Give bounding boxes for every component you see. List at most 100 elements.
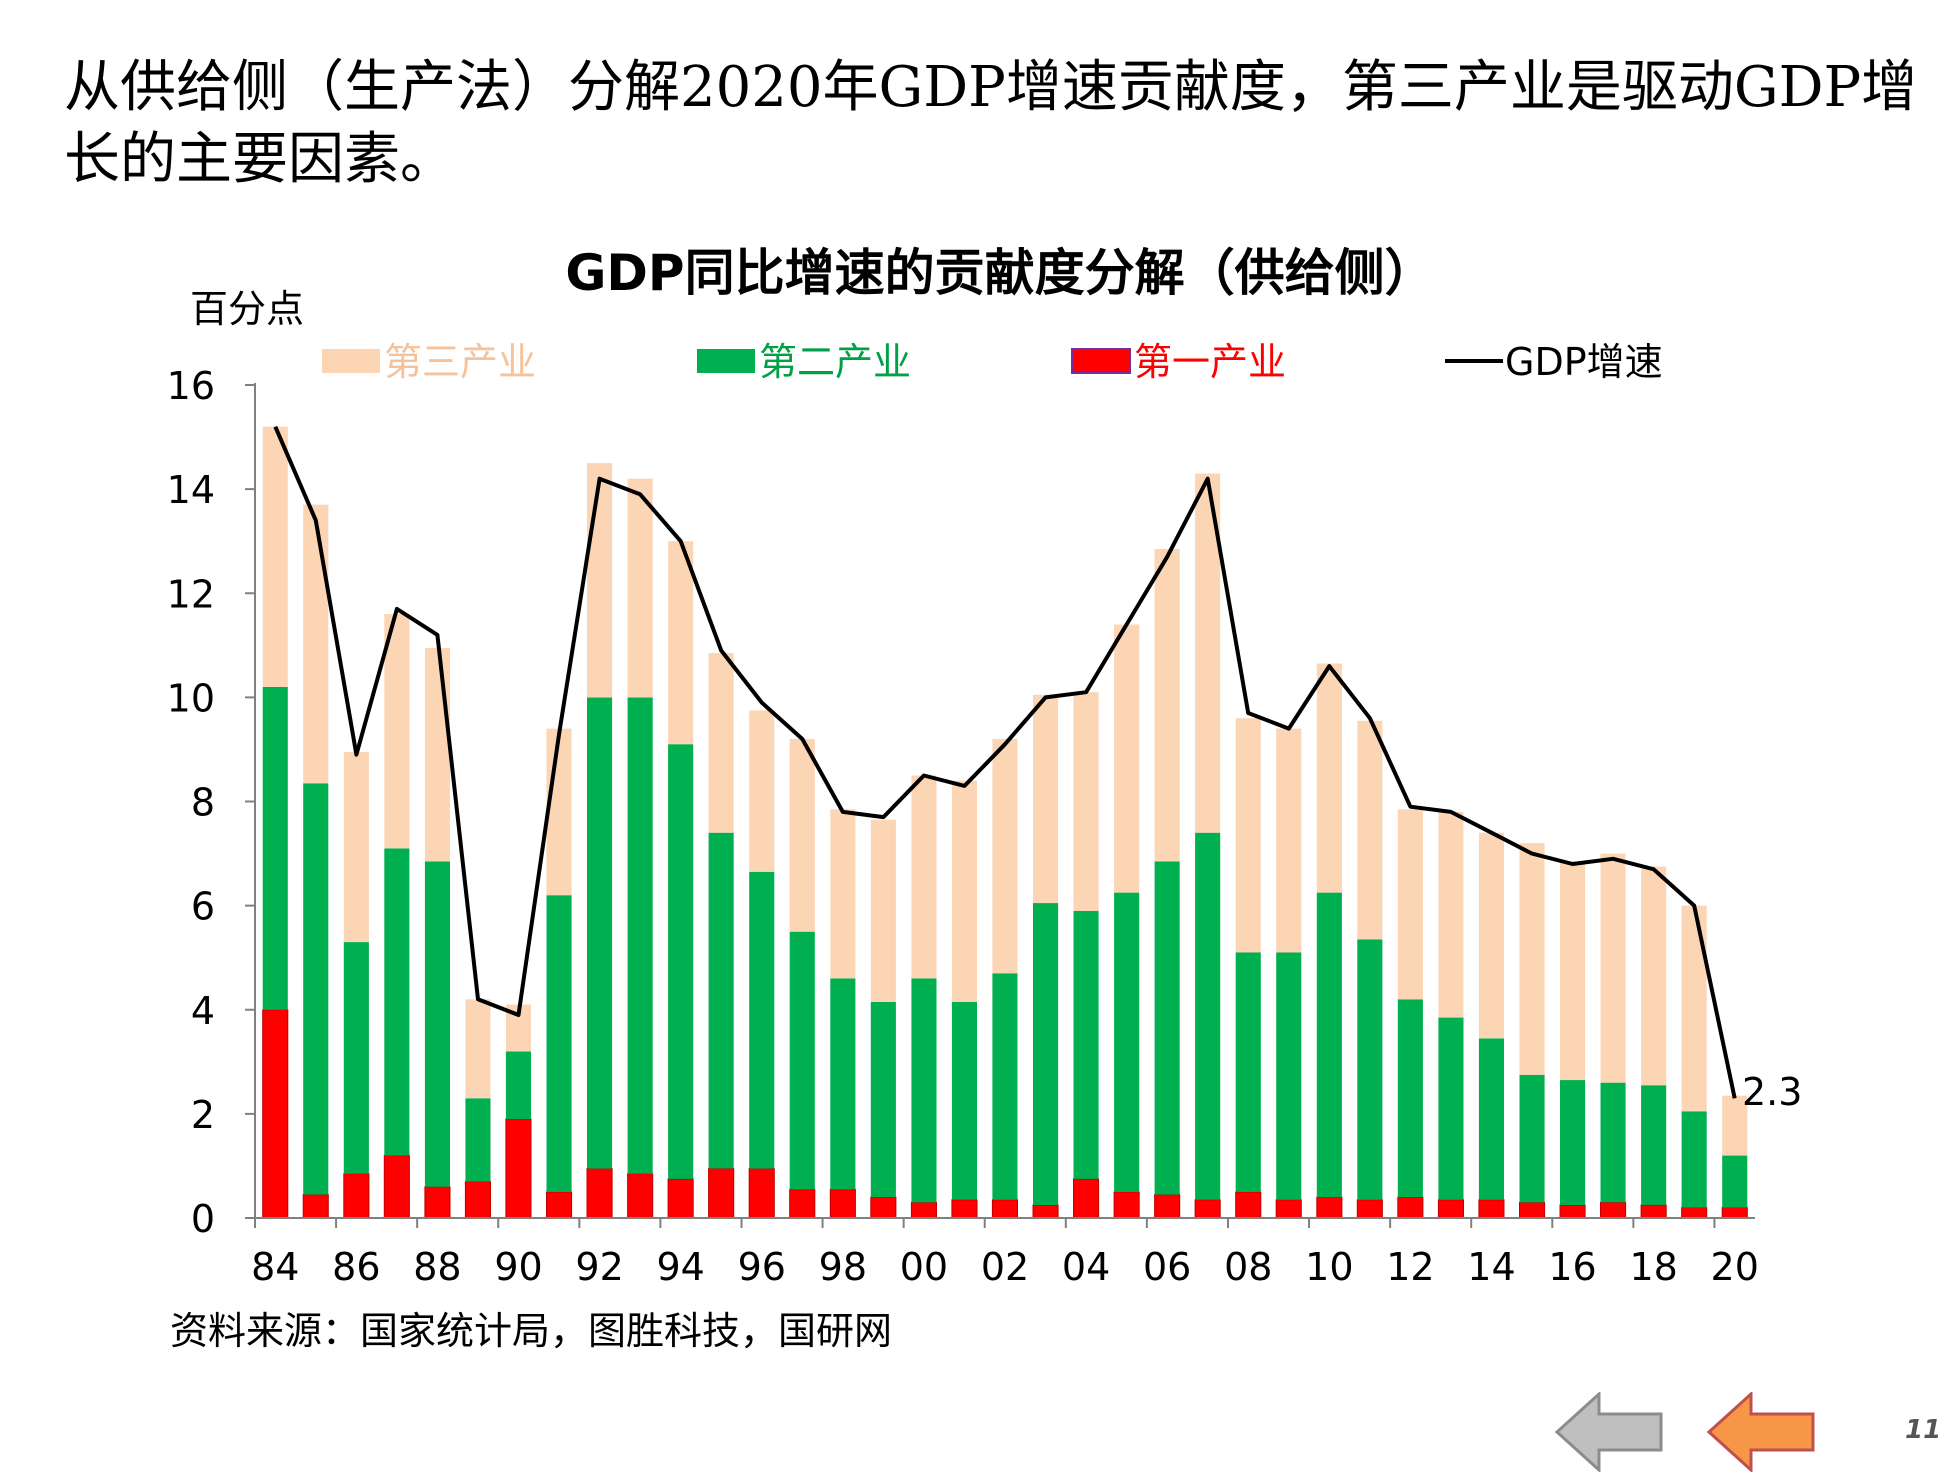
next-arrow-button[interactable] (1707, 1392, 1817, 1472)
y-tick-label: 6 (191, 885, 215, 929)
bar-segment (708, 1168, 735, 1219)
bar-segment (343, 752, 369, 942)
bar-segment (749, 871, 775, 1169)
x-tick-label: 02 (981, 1245, 1029, 1289)
bar-segment (1114, 624, 1140, 893)
back-arrow-button[interactable] (1555, 1392, 1665, 1472)
y-tick-label: 12 (167, 572, 215, 616)
bar-series-group (262, 426, 1748, 1219)
x-tick-label: 06 (1143, 1245, 1191, 1289)
bar-segment (1154, 1194, 1181, 1219)
left-arrow-icon (1707, 1392, 1815, 1472)
bar-segment (1559, 1204, 1586, 1219)
bar-segment (1316, 1196, 1343, 1219)
bar-segment (1519, 1201, 1546, 1219)
bar-segment (1033, 694, 1059, 904)
bar-segment (789, 1188, 816, 1219)
slide-headline: 从供给侧（生产法）分解2020年GDP增速贡献度，第三产业是驱动GDP增长的主要… (64, 55, 1918, 192)
bar-segment (1640, 1204, 1667, 1219)
x-tick-label: 96 (738, 1245, 786, 1289)
bar-segment (1276, 728, 1302, 953)
y-tick-label: 8 (191, 781, 215, 825)
gdp-contribution-chart: GDP同比增速的贡献度分解（供给侧） 百分点 第三产业 第二产业 第一产业 GDP增速… (167, 244, 1803, 1289)
left-arrow-icon (1555, 1392, 1663, 1472)
last-value-annotation: 2.3 (1742, 1070, 1802, 1114)
bar-segment (1478, 1199, 1505, 1219)
bar-segment (262, 426, 288, 687)
bar-segment (1073, 692, 1099, 911)
legend-label: 第三产业 (384, 340, 536, 384)
bar-segment (1154, 549, 1180, 862)
bar-segment (1681, 1207, 1708, 1219)
bar-segment (1316, 663, 1342, 893)
bar-segment (1194, 1199, 1221, 1219)
bar-segment (951, 1001, 977, 1200)
y-tick-label: 16 (167, 364, 215, 408)
bar-segment (951, 780, 977, 1002)
bar-segment (627, 478, 653, 698)
bar-segment (546, 895, 572, 1192)
bar-segment (1033, 903, 1059, 1205)
bar-segment (262, 1009, 289, 1219)
bar-segment (1195, 832, 1221, 1200)
bar-segment (911, 978, 937, 1203)
bar-segment (465, 999, 491, 1099)
bar-segment (1478, 832, 1504, 1039)
bar-segment (992, 739, 1018, 974)
bar-segment (1316, 892, 1342, 1198)
bar-segment (1032, 1204, 1059, 1219)
x-tick-label: 92 (575, 1245, 623, 1289)
bar-segment (870, 1196, 897, 1219)
x-tick-label: 18 (1629, 1245, 1677, 1289)
x-tick-label: 16 (1548, 1245, 1596, 1289)
bar-segment (1560, 1080, 1586, 1205)
bar-segment (1114, 892, 1140, 1192)
source-note: 资料来源：国家统计局，图胜科技，国研网 (170, 1309, 893, 1353)
bar-segment (1600, 1082, 1626, 1203)
legend-swatch (697, 349, 755, 373)
x-tick-label: 98 (819, 1245, 867, 1289)
bar-segment (830, 978, 856, 1190)
bar-segment (343, 1173, 370, 1219)
bar-segment (464, 1181, 491, 1219)
bar-segment (1357, 720, 1383, 940)
x-tick-label: 08 (1224, 1245, 1272, 1289)
x-tick-label: 12 (1386, 1245, 1434, 1289)
bar-segment (505, 1051, 531, 1120)
bar-segment (1437, 1199, 1465, 1219)
bar-segment (1113, 1191, 1140, 1219)
bar-segment (708, 832, 734, 1169)
bar-segment (1073, 910, 1099, 1179)
bar-segment (1275, 1199, 1302, 1219)
legend-label: GDP增速 (1505, 340, 1663, 384)
bar-segment (302, 1194, 329, 1219)
bar-segment (1600, 1201, 1627, 1219)
bar-segment (668, 541, 694, 745)
bar-segment (870, 819, 896, 1002)
bar-segment (505, 1118, 532, 1219)
bar-segment (465, 1098, 491, 1182)
bar-segment (1681, 905, 1707, 1112)
bar-segment (992, 973, 1018, 1200)
bar-segment (1073, 1178, 1100, 1219)
bar-segment (668, 744, 694, 1179)
bar-segment (384, 848, 410, 1156)
y-tick-label: 2 (191, 1093, 215, 1137)
bar-segment (1722, 1155, 1748, 1208)
bar-segment (1397, 809, 1423, 1000)
y-tick-label: 10 (167, 676, 215, 720)
bar-segment (343, 942, 369, 1174)
x-tick-label: 10 (1305, 1245, 1353, 1289)
bar-segment (1154, 861, 1180, 1195)
bar-segment (1519, 1074, 1545, 1203)
bar-segment (383, 1155, 410, 1219)
bar-segment (262, 687, 288, 1010)
x-tick-label: 04 (1062, 1245, 1110, 1289)
bar-segment (708, 653, 734, 833)
bar-segment (546, 728, 572, 896)
bar-segment (1722, 1095, 1748, 1156)
bar-segment (667, 1178, 694, 1219)
bar-segment (1235, 952, 1261, 1192)
bar-segment (587, 697, 613, 1169)
bar-segment (911, 775, 937, 979)
